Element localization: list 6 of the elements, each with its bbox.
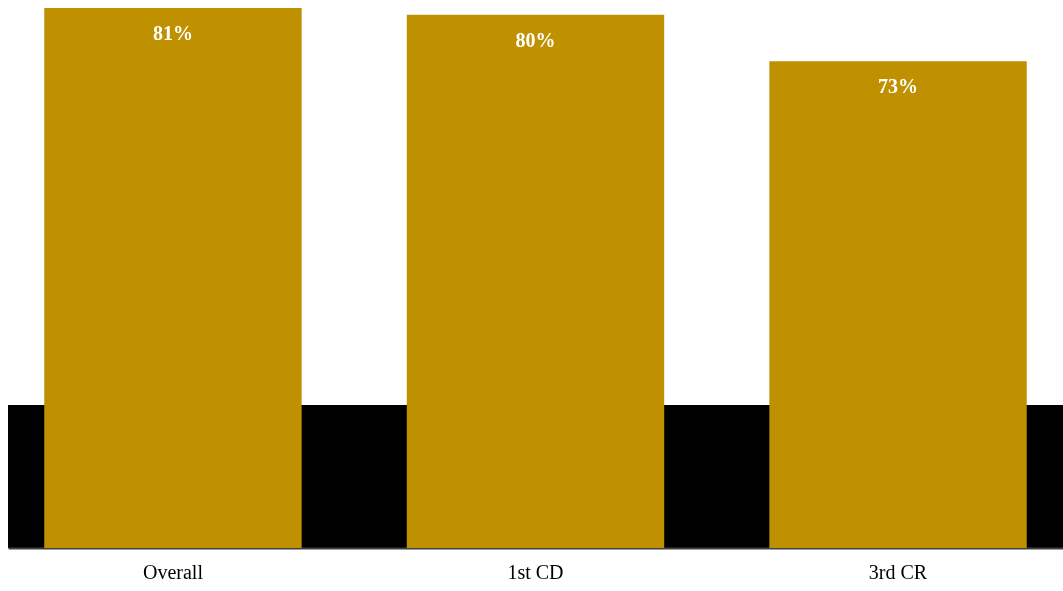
x-tick-label: 1st CD	[507, 560, 564, 583]
data-label: 80%	[515, 28, 556, 51]
x-tick-label: Overall	[142, 560, 204, 583]
x-tick-label: 3rd CR	[868, 560, 928, 583]
data-label: 73%	[878, 75, 919, 98]
data-label: 81%	[152, 22, 193, 44]
